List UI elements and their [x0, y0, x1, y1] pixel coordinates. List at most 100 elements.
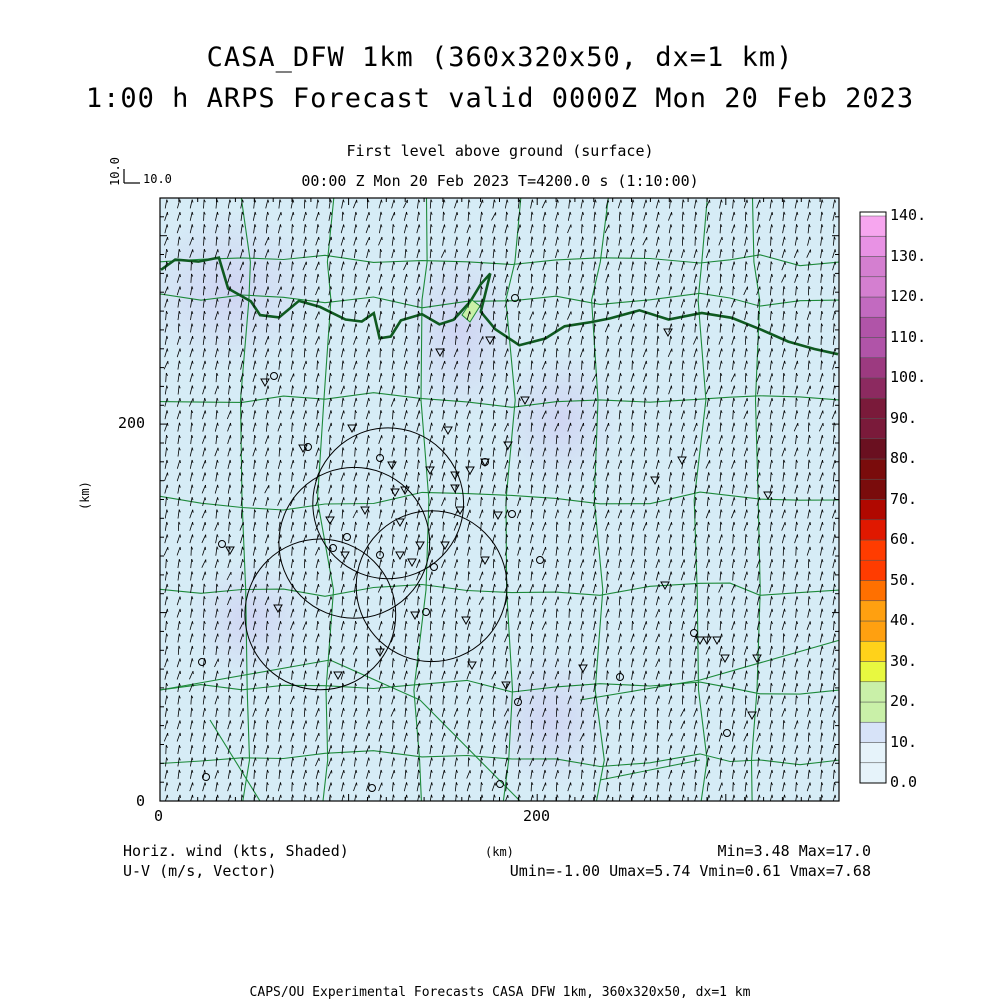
wind-vector-head [645, 199, 648, 203]
wind-vector [454, 199, 458, 209]
wind-vector-head [444, 534, 446, 538]
wind-vector [793, 422, 799, 432]
wind-vector [605, 298, 609, 308]
wind-vector-head [658, 484, 660, 488]
county-line [160, 254, 839, 267]
wind-vector-head [330, 757, 333, 761]
wind-vector [303, 435, 306, 445]
wind-vector-head [771, 534, 773, 538]
wind-vector-head [203, 273, 206, 277]
wind-vector-head [834, 447, 837, 451]
wind-vector-head [405, 323, 408, 327]
wind-vector-head [292, 472, 294, 476]
wind-vector [303, 546, 306, 556]
wind-vector-head [405, 248, 408, 253]
wind-vector-head [721, 484, 723, 488]
wind-vector-head [557, 224, 559, 228]
wind-vector-head [254, 211, 257, 216]
wind-vector [606, 236, 608, 246]
wind-vector [403, 397, 407, 407]
wind-vector-head [771, 484, 773, 488]
wind-vector-head [582, 584, 585, 588]
wind-vector-head [734, 460, 736, 464]
wind-vector-head [456, 212, 459, 216]
wind-vector-head [670, 298, 673, 302]
wind-vector-head [330, 422, 333, 426]
wind-vector-head [632, 261, 635, 265]
wind-vector-head [732, 410, 735, 414]
wind-vector [341, 360, 344, 370]
wind-vector [378, 199, 382, 209]
wind-vector-head [242, 633, 244, 637]
wind-vector [328, 410, 332, 420]
wind-vector-head [733, 422, 736, 426]
wind-vector-head [380, 273, 383, 278]
county-line [599, 759, 701, 781]
wind-vector-head [645, 335, 647, 339]
wind-vector-head [633, 708, 635, 712]
wind-vector-head [557, 596, 559, 600]
wind-vector-head [468, 447, 471, 451]
wind-vector-head [254, 298, 257, 302]
wind-vector-head [468, 484, 471, 488]
wind-vector-head [254, 335, 257, 339]
wind-vector-head [481, 397, 484, 401]
wind-vector [467, 472, 470, 482]
wind-vector-head [393, 521, 395, 525]
wind-vector [605, 522, 609, 531]
wind-vector-head [796, 261, 799, 265]
wind-vector [719, 323, 722, 333]
wind-vector-head [481, 273, 484, 277]
wind-vector [354, 484, 356, 494]
wind-vector [706, 435, 710, 445]
wind-vector-head [280, 348, 282, 352]
wind-vector-head [280, 249, 282, 253]
wind-vector [732, 360, 734, 370]
wind-vector-head [683, 509, 685, 513]
wind-vector-head [368, 435, 370, 439]
wind-vector-head [570, 509, 572, 513]
wind-vector-head [758, 248, 761, 253]
county-boundaries [160, 198, 839, 801]
wind-vector [454, 559, 458, 569]
wind-vector-head [658, 298, 660, 302]
wind-vector [694, 546, 697, 556]
wind-vector [416, 509, 420, 519]
wind-vector-head [166, 459, 169, 464]
wind-vector [277, 286, 282, 296]
wind-vector-head [405, 236, 408, 240]
wind-vector [290, 199, 294, 209]
wind-vector [618, 224, 621, 234]
wind-vector [618, 373, 621, 383]
wind-vector [479, 348, 483, 358]
wind-vector-head [191, 311, 194, 315]
wind-vector [769, 435, 772, 445]
wind-vector-head [645, 373, 648, 377]
wind-vector-head [506, 472, 509, 476]
wind-vector-head [356, 360, 358, 364]
wind-vector-head [368, 385, 370, 389]
wind-vector [177, 360, 180, 370]
wind-vector-head [783, 410, 786, 414]
wind-vector [290, 521, 294, 531]
wind-vector-head [834, 484, 836, 488]
wind-vector-head [594, 199, 597, 203]
wind-vector-head [581, 496, 584, 501]
wind-vector-head [178, 323, 181, 327]
wind-vector-head [758, 422, 761, 426]
wind-vector [341, 199, 344, 209]
wind-vector-head [670, 509, 672, 513]
wind-vector-head [544, 373, 547, 377]
wind-vector-head [292, 484, 295, 488]
wind-vector [681, 422, 685, 432]
wind-vector [782, 311, 785, 321]
wind-vector [278, 559, 281, 569]
wind-vector-head [242, 273, 244, 277]
wind-vector-head [280, 534, 282, 538]
wind-vector [227, 447, 231, 457]
wind-vector [403, 534, 407, 544]
wind-vector [668, 534, 672, 544]
wind-vector-head [292, 521, 295, 526]
wind-vector-head [267, 397, 269, 402]
wind-vector-head [242, 298, 244, 302]
